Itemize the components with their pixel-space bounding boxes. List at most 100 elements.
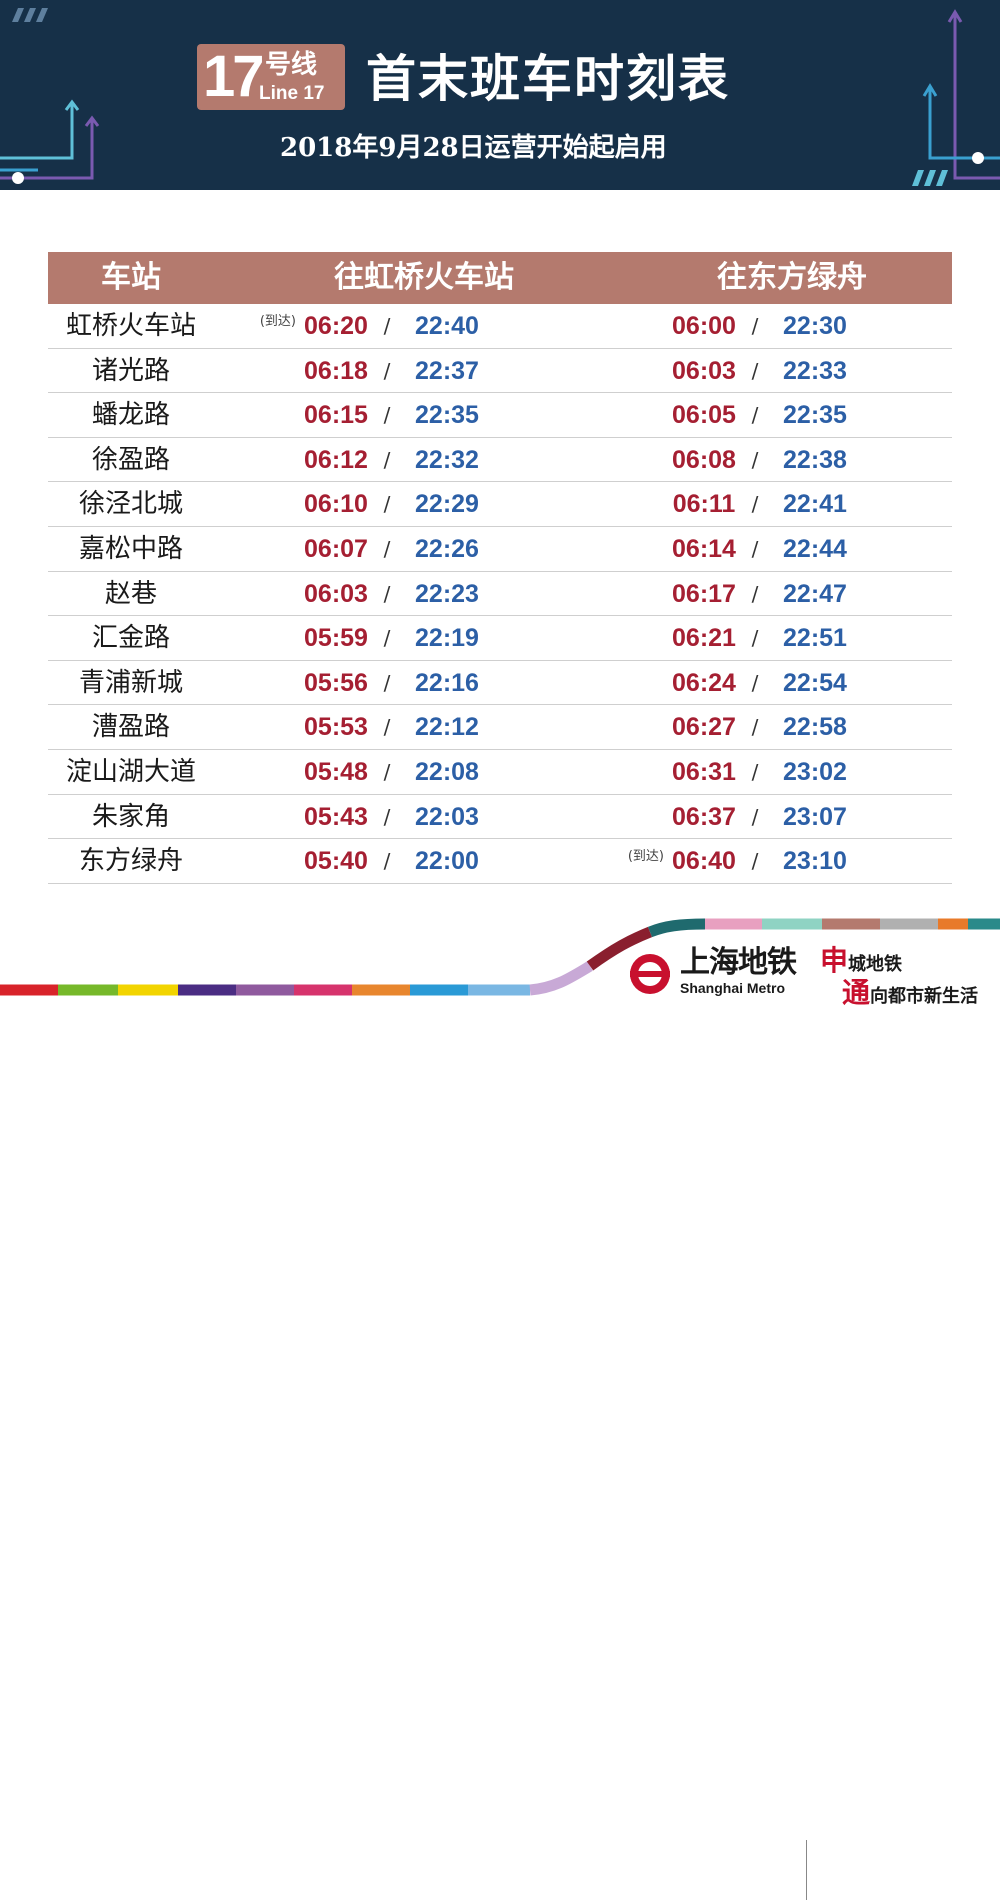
station-name: 赵巷 [104,578,157,609]
last-train-time-dongfanglvzhou: 22:35 [783,401,847,430]
table-row: 赵巷 06:03 / 22:23 06:17 / 22:47 [48,572,952,617]
time-separator: / [751,849,759,874]
first-train-time-hongqiao: 05:40 [304,847,368,876]
first-train-time-hongqiao: 06:03 [304,579,368,608]
first-train-time-dongfanglvzhou: 06:05 [672,401,736,430]
time-separator: / [751,670,759,695]
first-train-time-dongfanglvzhou: 06:17 [672,579,736,608]
station-name: 嘉松中路 [78,533,183,564]
time-separator: / [383,581,391,606]
line-color-band [0,918,1000,996]
last-train-time-hongqiao: 22:08 [415,757,479,786]
time-separator: / [751,536,759,561]
station-name: 汇金路 [91,623,170,654]
timetable: 车站 往虹桥火车站 往东方绿舟 虹桥火车站 (到达) 06:20 / 22:40 06:0… [48,252,952,884]
first-train-time-dongfanglvzhou: 06:21 [672,624,736,653]
line-label-cn: 号线 [265,50,318,80]
table-row: 徐盈路 06:12 / 22:32 06:08 / 22:38 [48,438,952,483]
time-separator: / [751,403,759,428]
table-row: 青浦新城 05:56 / 22:16 06:24 / 22:54 [48,661,952,706]
time-separator: / [751,626,759,651]
time-separator: / [751,759,759,784]
slogan-line-1: 申城地铁 [820,944,902,982]
first-train-time-hongqiao: 06:18 [304,356,368,385]
station-name: 徐盈路 [91,444,170,475]
first-train-time-hongqiao: 06:10 [304,490,368,519]
slogan-2-rest: 向都市新生活 [870,986,979,1007]
last-train-time-dongfanglvzhou: 22:33 [783,356,847,385]
effective-date: 2018年9月28日运营开始起启用 [280,133,667,163]
station-name: 朱家角 [91,801,170,832]
last-train-time-dongfanglvzhou: 23:10 [783,847,847,876]
station-name: 诸光路 [91,355,170,386]
time-separator: / [383,447,391,472]
last-train-time-hongqiao: 22:29 [415,490,479,519]
slogan-line-2: 通向都市新生活 [842,976,978,1014]
header-direction-hongqiao: 往虹桥火车站 [334,260,514,295]
first-train-time-dongfanglvzhou: 06:11 [672,490,736,519]
table-row: 东方绿舟 05:40 / 22:00 (到达) 06:40 / 23:10 [48,839,952,884]
time-separator: / [751,492,759,517]
first-train-time-dongfanglvzhou: 06:08 [672,445,736,474]
first-train-time-hongqiao: 05:53 [304,713,368,742]
first-train-time-hongqiao: 06:20 [304,312,368,340]
last-train-time-hongqiao: 22:03 [415,802,479,831]
station-name: 青浦新城 [78,667,183,698]
first-train-time-hongqiao: 06:15 [304,401,368,430]
footer [0,900,1000,1900]
arrival-note: (到达) [259,314,296,329]
slogan-2-big: 通 [842,976,871,1009]
first-train-time-dongfanglvzhou: 06:27 [672,713,736,742]
time-separator: / [383,849,391,874]
time-separator: / [383,670,391,695]
line-number: 17 [203,44,264,109]
station-name: 徐泾北城 [78,489,183,520]
last-train-time-dongfanglvzhou: 22:58 [783,713,847,742]
first-train-time-dongfanglvzhou: 06:03 [672,356,736,385]
table-row: 蟠龙路 06:15 / 22:35 06:05 / 22:35 [48,393,952,438]
table-row: 诸光路 06:18 / 22:37 06:03 / 22:33 [48,349,952,394]
last-train-time-hongqiao: 22:32 [415,445,479,474]
station-name: 东方绿舟 [78,846,183,877]
last-train-time-dongfanglvzhou: 22:47 [783,579,847,608]
table-row: 汇金路 05:59 / 22:19 06:21 / 22:51 [48,616,952,661]
table-row: 嘉松中路 06:07 / 22:26 06:14 / 22:44 [48,527,952,572]
table-body: 虹桥火车站 (到达) 06:20 / 22:40 06:00 / 22:30 诸光路 06:18 /… [48,304,952,884]
last-train-time-hongqiao: 22:35 [415,401,479,430]
first-train-time-dongfanglvzhou: 06:14 [672,534,736,563]
last-train-time-hongqiao: 22:16 [415,668,479,697]
time-separator: / [751,314,759,338]
brand-name-cn: 上海地铁 [680,945,797,980]
last-train-time-hongqiao: 22:00 [415,847,479,876]
header-station: 车站 [101,260,161,295]
last-train-time-dongfanglvzhou: 23:07 [783,802,847,831]
time-separator: / [751,447,759,472]
station-name: 淀山湖大道 [65,756,196,787]
arrival-note: (到达) [627,849,664,865]
last-train-time-dongfanglvzhou: 22:30 [783,312,847,340]
table-row: 虹桥火车站 (到达) 06:20 / 22:40 06:00 / 22:30 [48,304,952,349]
time-separator: / [383,759,391,784]
time-separator: / [383,403,391,428]
stripes-icon [12,8,48,22]
first-train-time-dongfanglvzhou: 06:00 [672,312,736,340]
time-separator: / [751,804,759,829]
last-train-time-dongfanglvzhou: 23:02 [783,757,847,786]
brand-name-en: Shanghai Metro [680,980,786,996]
last-train-time-dongfanglvzhou: 22:54 [783,668,847,697]
last-train-time-dongfanglvzhou: 22:41 [783,490,847,519]
table-row: 淀山湖大道 05:48 / 22:08 06:31 / 23:02 [48,750,952,795]
page-title: 首末班车时刻表 [366,49,730,108]
first-train-time-hongqiao: 06:12 [304,445,368,474]
last-train-time-dongfanglvzhou: 22:44 [783,534,847,563]
footer-divider [806,1840,807,1900]
last-train-time-hongqiao: 22:19 [415,624,479,653]
last-train-time-hongqiao: 22:26 [415,534,479,563]
last-train-time-hongqiao: 22:12 [415,713,479,742]
slogan-1-rest: 城地铁 [848,954,903,975]
table-row: 徐泾北城 06:10 / 22:29 06:11 / 22:41 [48,482,952,527]
station-name: 漕盈路 [91,712,170,743]
stripes-icon [912,170,948,186]
time-separator: / [383,804,391,829]
station-name: 蟠龙路 [91,400,170,431]
